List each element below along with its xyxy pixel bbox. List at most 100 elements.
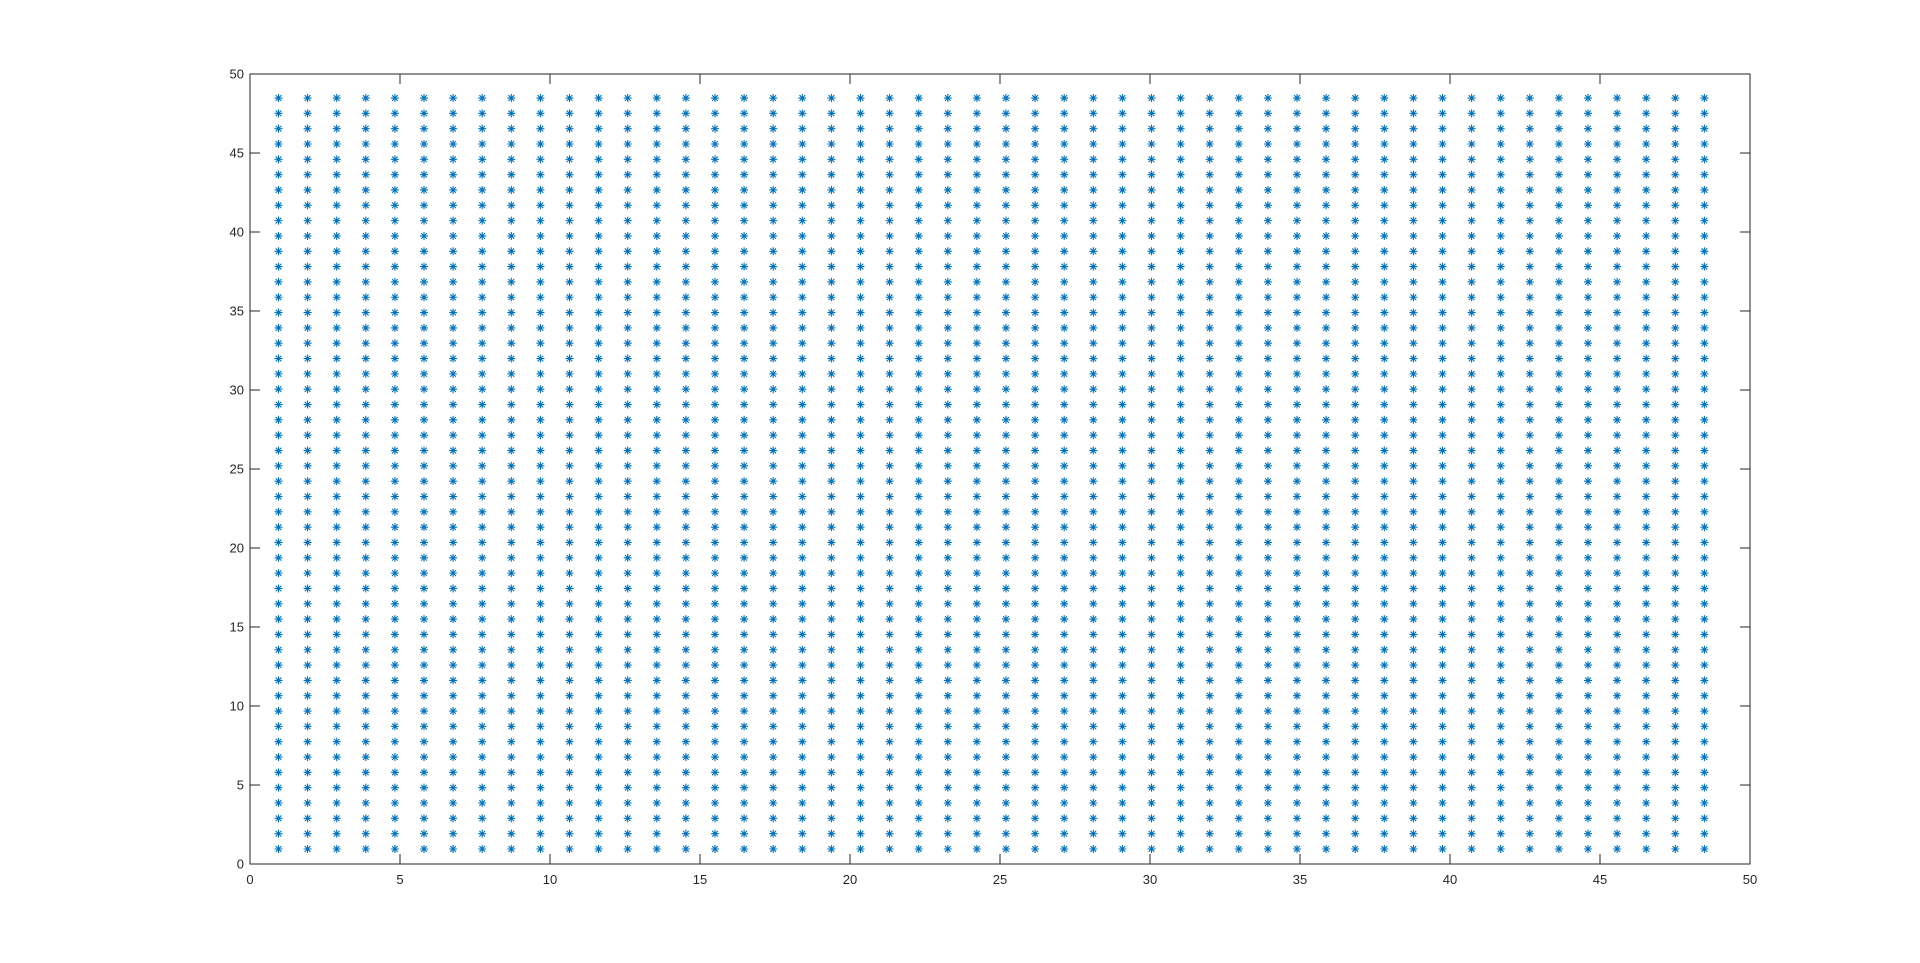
scatter-point-10-40 xyxy=(565,231,574,240)
scatter-point-1-6 xyxy=(303,753,312,762)
scatter-point-36-41 xyxy=(1322,216,1331,225)
scatter-point-34-14 xyxy=(1263,630,1272,639)
scatter-point-7-44 xyxy=(478,170,487,179)
scatter-point-46-6 xyxy=(1613,753,1622,762)
scatter-point-19-21 xyxy=(827,523,836,532)
scatter-point-14-18 xyxy=(681,569,690,578)
scatter-point-19-35 xyxy=(827,308,836,317)
scatter-point-16-46 xyxy=(740,139,749,148)
scatter-point-34-19 xyxy=(1263,553,1272,562)
scatter-point-12-8 xyxy=(623,722,632,731)
scatter-point-0-8 xyxy=(274,722,283,731)
scatter-point-38-26 xyxy=(1380,446,1389,455)
scatter-point-44-0 xyxy=(1554,844,1563,853)
scatter-point-1-1 xyxy=(303,829,312,838)
scatter-point-30-9 xyxy=(1147,707,1156,716)
scatter-point-30-28 xyxy=(1147,415,1156,424)
scatter-point-47-16 xyxy=(1642,599,1651,608)
scatter-point-0-19 xyxy=(274,553,283,562)
scatter-point-42-23 xyxy=(1496,492,1505,501)
scatter-point-45-43 xyxy=(1584,185,1592,194)
scatter-point-11-32 xyxy=(594,354,603,363)
scatter-point-25-34 xyxy=(1002,323,1010,332)
scatter-point-18-34 xyxy=(798,323,807,332)
scatter-point-42-32 xyxy=(1496,354,1505,363)
scatter-point-25-25 xyxy=(1002,461,1010,470)
scatter-point-11-19 xyxy=(594,553,603,562)
scatter-point-4-44 xyxy=(390,170,399,179)
scatter-point-38-11 xyxy=(1380,676,1389,685)
scatter-point-15-8 xyxy=(711,722,719,731)
scatter-point-9-41 xyxy=(536,216,545,225)
scatter-point-13-19 xyxy=(652,553,661,562)
scatter-point-27-42 xyxy=(1060,201,1069,210)
scatter-point-8-27 xyxy=(507,431,516,440)
scatter-point-44-44 xyxy=(1554,170,1563,179)
x-tick-label-15: 15 xyxy=(693,872,707,887)
scatter-point-7-38 xyxy=(478,262,487,271)
scatter-point-44-11 xyxy=(1554,676,1563,685)
scatter-point-20-13 xyxy=(856,645,865,654)
scatter-point-2-24 xyxy=(332,477,341,486)
scatter-point-40-29 xyxy=(1438,400,1447,409)
scatter-point-18-0 xyxy=(798,844,807,853)
scatter-point-8-41 xyxy=(507,216,516,225)
scatter-point-2-29 xyxy=(332,400,341,409)
scatter-point-39-11 xyxy=(1409,676,1418,685)
scatter-point-35-24 xyxy=(1293,477,1301,486)
scatter-point-30-6 xyxy=(1147,753,1156,762)
scatter-point-44-15 xyxy=(1554,615,1563,624)
scatter-point-29-37 xyxy=(1118,277,1127,286)
scatter-point-4-49 xyxy=(390,94,399,103)
scatter-point-9-49 xyxy=(536,94,545,103)
scatter-point-23-17 xyxy=(943,584,952,593)
scatter-point-32-40 xyxy=(1205,231,1214,240)
scatter-point-34-12 xyxy=(1263,661,1272,670)
scatter-point-38-39 xyxy=(1380,247,1389,256)
scatter-point-46-15 xyxy=(1613,615,1622,624)
scatter-point-42-25 xyxy=(1496,461,1505,470)
scatter-point-31-23 xyxy=(1176,492,1185,501)
scatter-point-4-30 xyxy=(390,385,399,394)
scatter-point-22-40 xyxy=(914,231,923,240)
scatter-point-36-34 xyxy=(1322,323,1331,332)
scatter-point-24-8 xyxy=(972,722,981,731)
scatter-point-8-36 xyxy=(507,293,516,302)
scatter-point-6-30 xyxy=(449,385,458,394)
scatter-point-1-23 xyxy=(303,492,312,501)
scatter-point-24-13 xyxy=(972,645,981,654)
scatter-point-17-40 xyxy=(769,231,778,240)
scatter-point-15-9 xyxy=(711,707,719,716)
scatter-point-8-49 xyxy=(507,94,516,103)
scatter-point-2-45 xyxy=(332,155,341,164)
scatter-point-34-39 xyxy=(1263,247,1272,256)
scatter-point-47-28 xyxy=(1642,415,1651,424)
scatter-point-25-23 xyxy=(1002,492,1010,501)
scatter-point-36-30 xyxy=(1322,385,1331,394)
scatter-point-29-15 xyxy=(1118,615,1127,624)
scatter-point-7-27 xyxy=(478,431,487,440)
scatter-point-8-12 xyxy=(507,661,516,670)
scatter-point-38-30 xyxy=(1380,385,1389,394)
scatter-point-4-26 xyxy=(390,446,399,455)
scatter-point-24-16 xyxy=(972,599,981,608)
scatter-point-43-34 xyxy=(1525,323,1534,332)
scatter-point-23-34 xyxy=(943,323,952,332)
scatter-point-26-25 xyxy=(1031,461,1040,470)
scatter-point-30-8 xyxy=(1147,722,1156,731)
scatter-point-46-35 xyxy=(1613,308,1622,317)
scatter-point-40-42 xyxy=(1438,201,1447,210)
scatter-point-23-3 xyxy=(943,799,952,808)
scatter-point-20-6 xyxy=(856,753,865,762)
scatter-point-40-0 xyxy=(1438,844,1447,853)
scatter-point-45-7 xyxy=(1584,737,1592,746)
y-tick-label-40: 40 xyxy=(230,225,244,240)
scatter-point-26-14 xyxy=(1031,630,1040,639)
scatter-point-44-18 xyxy=(1554,569,1563,578)
scatter-point-12-2 xyxy=(623,814,632,823)
scatter-point-41-2 xyxy=(1467,814,1476,823)
scatter-point-28-46 xyxy=(1089,139,1098,148)
scatter-point-30-35 xyxy=(1147,308,1156,317)
scatter-point-0-10 xyxy=(274,691,283,700)
scatter-point-21-7 xyxy=(885,737,894,746)
